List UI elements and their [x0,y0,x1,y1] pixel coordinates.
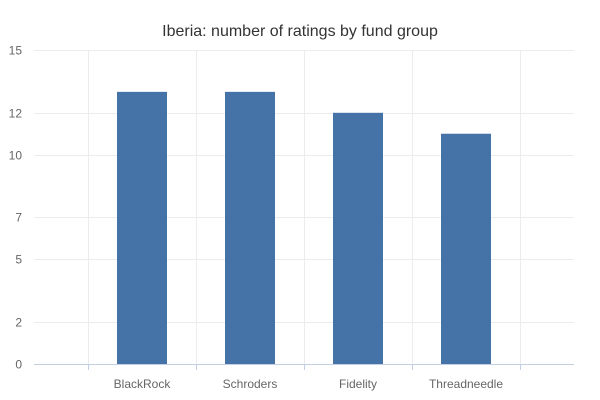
x-axis: BlackRock Schroders Fidelity Threadneedle [34,364,574,391]
grid-lines [34,50,574,364]
chart-title: Iberia: number of ratings by fund group [162,23,438,40]
x-tick-label: Threadneedle [429,377,503,391]
bar-fidelity [333,112,383,364]
y-tick-label: 7 [15,211,22,225]
x-tick-label: BlackRock [114,377,172,391]
bar-blackrock [117,91,167,364]
y-tick-label: 12 [9,107,23,121]
x-tick-label: Schroders [223,377,278,391]
y-axis: 0 2 5 7 10 12 15 [9,44,23,372]
y-tick-label: 0 [15,358,22,372]
bar-threadneedle [441,133,491,364]
y-tick-label: 10 [9,149,23,163]
bar-schroders [225,91,275,364]
x-tick-label: Fidelity [339,377,377,391]
y-tick-label: 15 [9,44,23,58]
y-tick-label: 5 [15,253,22,267]
y-tick-label: 2 [15,316,22,330]
bars [117,91,491,364]
